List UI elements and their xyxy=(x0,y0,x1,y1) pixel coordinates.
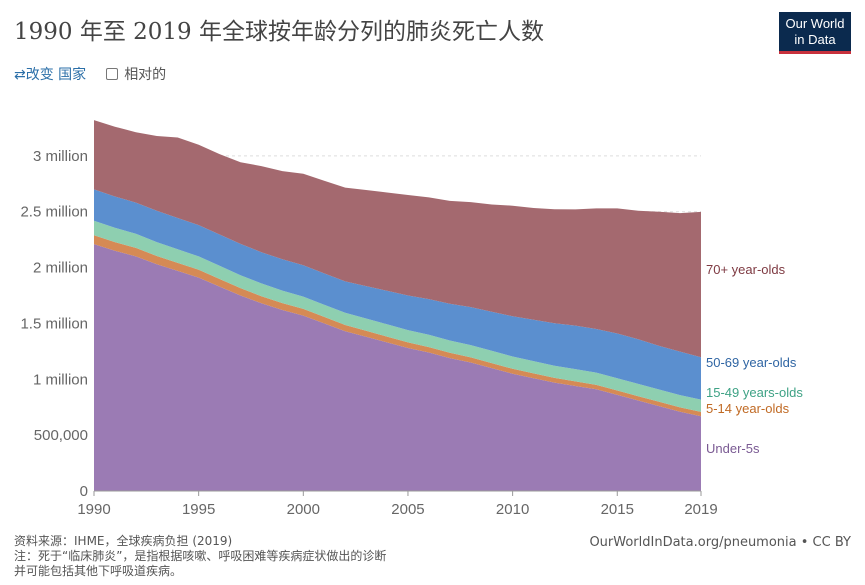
relative-label: 相对的 xyxy=(124,67,167,83)
source-url-link[interactable]: OurWorldInData.org/pneumonia • CC BY xyxy=(589,535,851,550)
definition-note-1: 注：死于“临床肺炎”，是指根据咳嗽、呼吸困难等疾病症状做出的诊断 xyxy=(14,549,387,563)
logo-line-2: in Data xyxy=(794,32,836,47)
series-label: 15-49 years-olds xyxy=(706,385,803,400)
x-tick-label: 2010 xyxy=(496,501,529,518)
area-series[interactable] xyxy=(94,235,701,417)
area-series[interactable] xyxy=(94,244,701,491)
definition-note-2: 并可能包括其他下呼吸道疾病。 xyxy=(14,564,183,578)
source-note: 资料来源：IHME，全球疾病负担 (2019) xyxy=(14,534,233,548)
owid-logo[interactable]: Our World in Data xyxy=(779,12,851,54)
y-tick-label: 0 xyxy=(80,483,88,500)
chart-controls: ⇄改变 国家 相对的 xyxy=(14,64,166,84)
y-tick-label: 500,000 xyxy=(34,427,88,444)
footer-notes: 资料来源：IHME，全球疾病负担 (2019) 注：死于“临床肺炎”，是指根据咳… xyxy=(14,534,386,579)
series-label: 70+ year-olds xyxy=(706,262,786,277)
x-tick-label: 2005 xyxy=(391,501,424,518)
x-tick-label: 1990 xyxy=(77,501,110,518)
relative-checkbox[interactable] xyxy=(106,68,119,80)
y-tick-label: 2.5 million xyxy=(20,204,88,221)
x-tick-label: 2015 xyxy=(601,501,634,518)
logo-line-1: Our World xyxy=(785,16,845,31)
series-label: Under-5s xyxy=(706,441,760,456)
area-series[interactable] xyxy=(94,120,701,358)
x-tick-label: 2000 xyxy=(287,501,320,518)
series-label: 5-14 year-olds xyxy=(706,401,790,416)
change-country-button[interactable]: ⇄改变 国家 xyxy=(14,67,87,83)
x-tick-label: 1995 xyxy=(182,501,215,518)
y-tick-label: 1 million xyxy=(33,371,88,388)
series-label: 50-69 year-olds xyxy=(706,355,797,370)
chart-title: 1990 年至 2019 年全球按年龄分列的肺炎死亡人数 xyxy=(14,19,544,45)
y-tick-label: 1.5 million xyxy=(20,315,88,332)
y-tick-label: 2 million xyxy=(33,260,88,277)
area-series[interactable] xyxy=(94,189,701,400)
x-tick-label: 2019 xyxy=(684,501,717,518)
y-tick-label: 3 million xyxy=(33,148,88,165)
area-series[interactable] xyxy=(94,220,701,412)
relative-toggle[interactable]: 相对的 xyxy=(106,64,166,84)
